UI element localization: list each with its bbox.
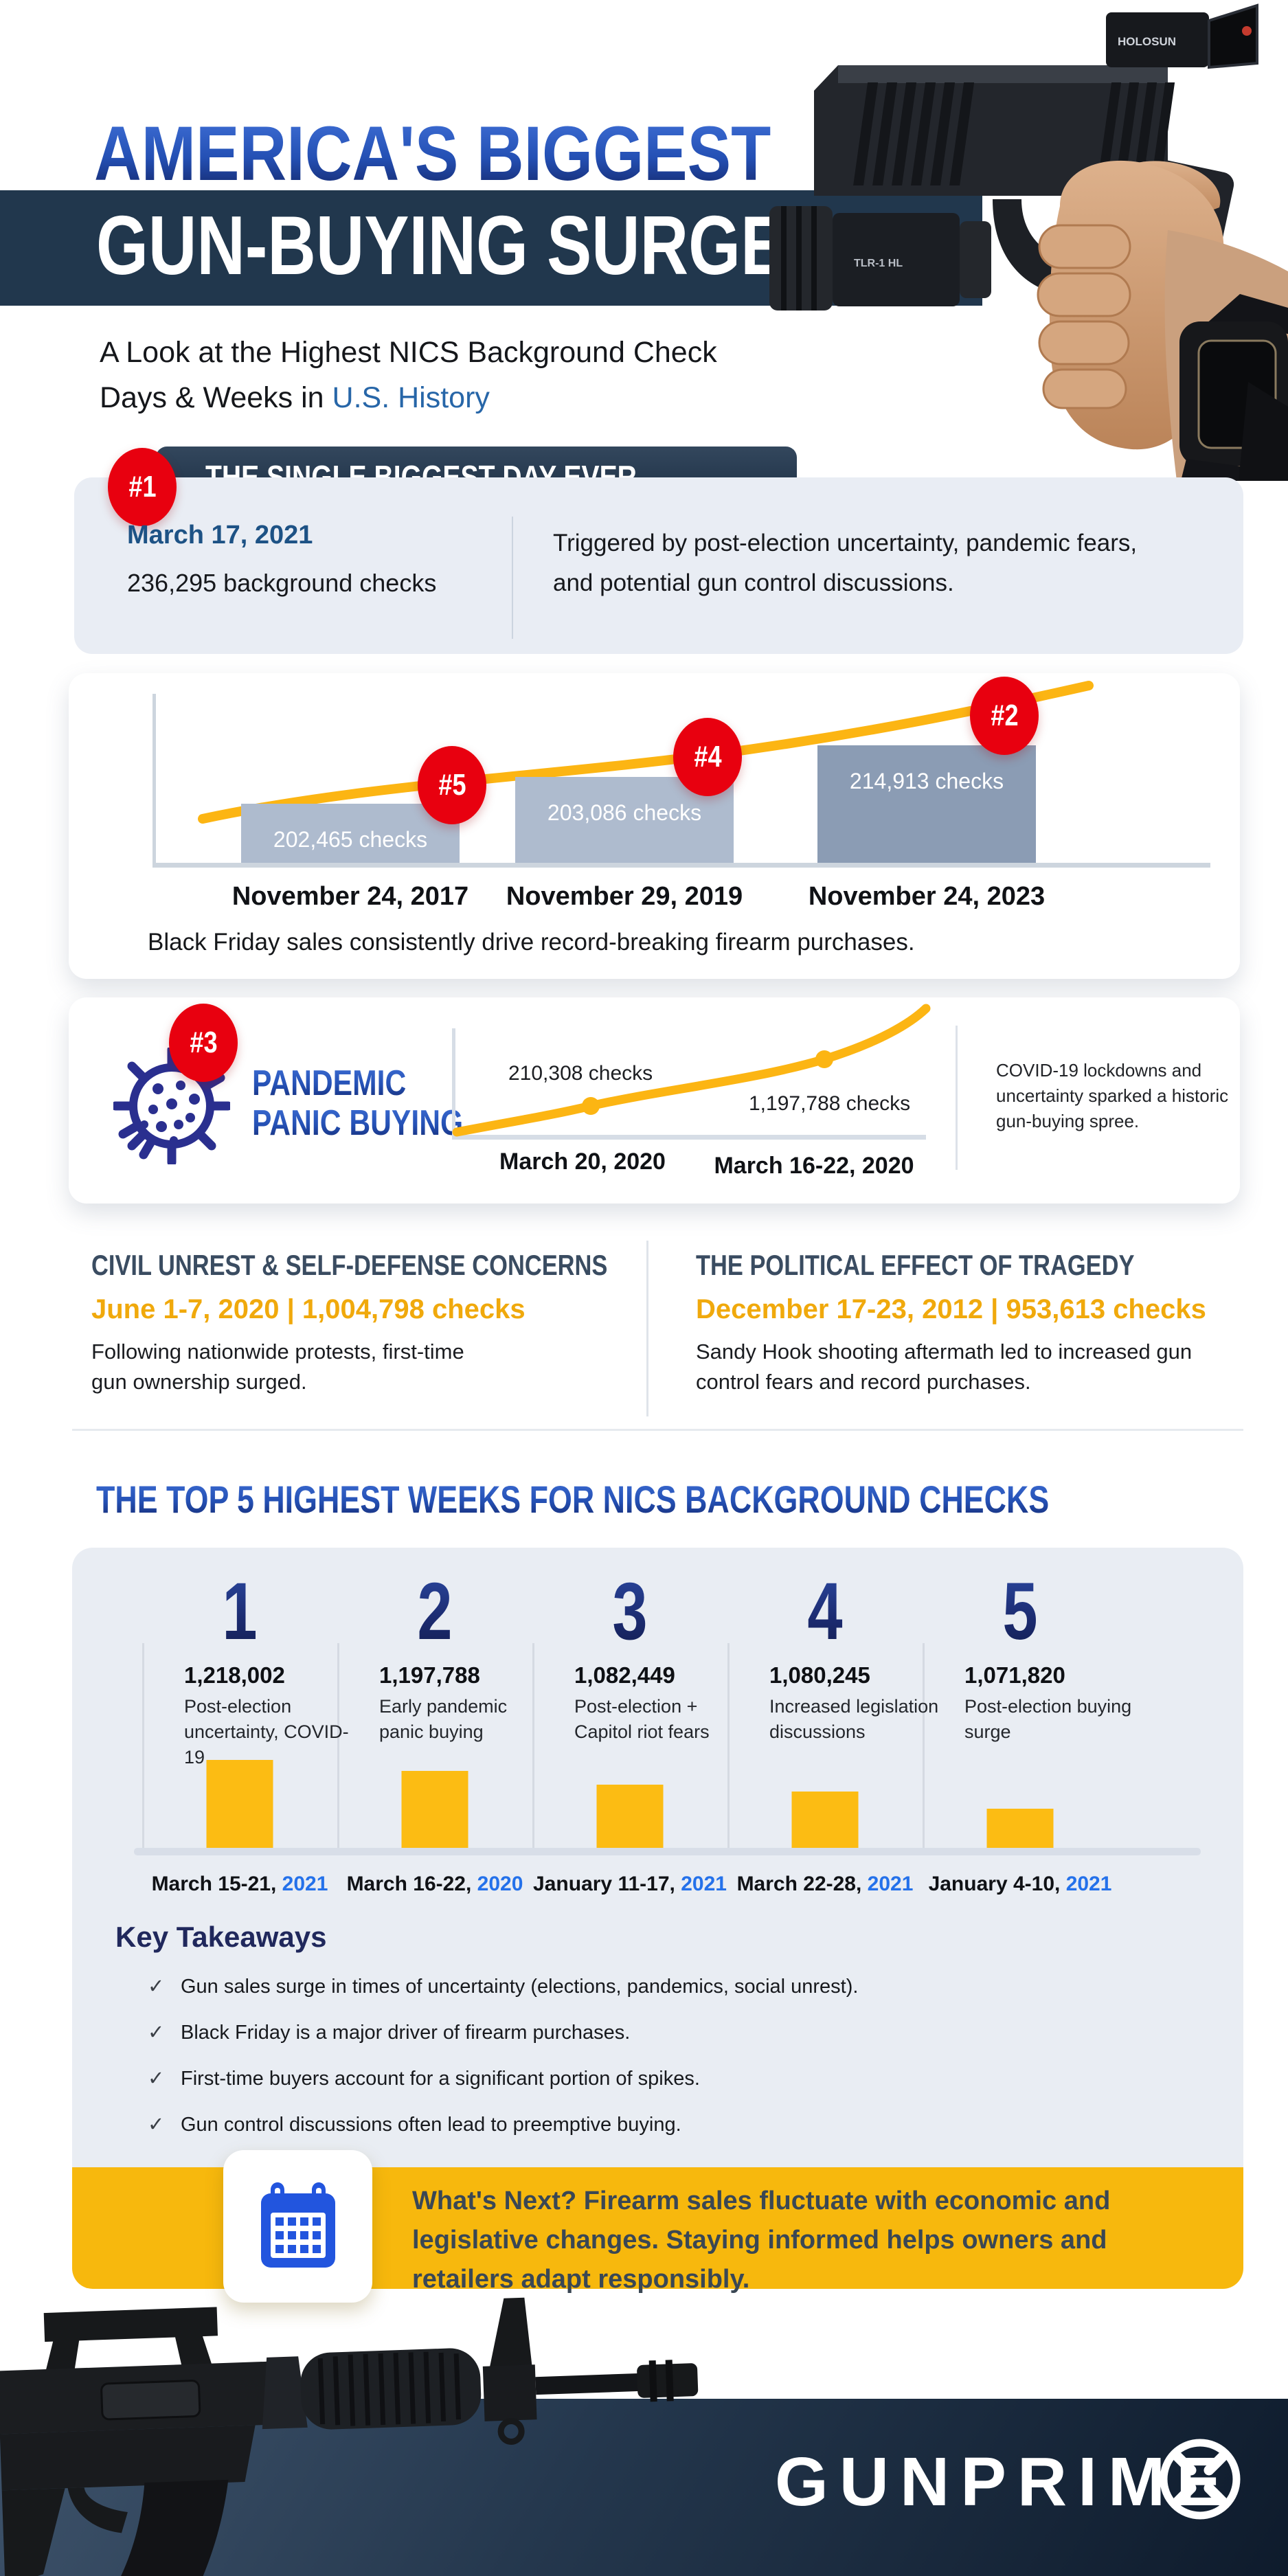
section1-date: March 17, 2021 (127, 521, 313, 550)
pistol-photo: HOLOSUN TLR-1 HL (769, 3, 1288, 481)
section1-card (74, 477, 1243, 654)
top5-grid-line (727, 1643, 730, 1853)
subtitle-text: A Look at the Highest NICS Background Ch… (100, 336, 717, 414)
rank-badge-2: #2 (970, 677, 1039, 755)
pandemic-point2-label: 1,197,788 checks (749, 1092, 911, 1115)
check-icon: ✓ (148, 2114, 165, 2136)
hand-fingers (1037, 224, 1131, 409)
column-divider (646, 1241, 648, 1416)
section-hairline (72, 1429, 1243, 1431)
top5-date-3: January 11-17, 2021 (533, 1873, 727, 1895)
top5-grid-line (142, 1643, 144, 1853)
pandemic-point1-date: March 20, 2020 (499, 1149, 666, 1175)
black-friday-y-axis (152, 694, 156, 867)
black-friday-bar-2019: 203,086 checks (515, 777, 734, 864)
check-icon: ✓ (148, 2068, 165, 2090)
calendar-card (223, 2150, 372, 2303)
civil-unrest-stat: June 1-7, 2020 | 1,004,798 checks (91, 1294, 526, 1324)
pandemic-point-2 (815, 1050, 833, 1068)
black-friday-bar-2017: 202,465 checks (241, 804, 460, 864)
key-takeaways-heading: Key Takeaways (115, 1921, 327, 1953)
black-friday-date-2017: November 24, 2017 (231, 882, 469, 911)
check-icon: ✓ (148, 1976, 165, 1998)
top5-stats-5: 1,071,820 Post-election buying surge (964, 1662, 1132, 1742)
red-dot-optic: HOLOSUN (1106, 3, 1258, 69)
rank-badge-4: #4 (673, 718, 742, 796)
top5-heading: THE TOP 5 HIGHEST WEEKS FOR NICS BACKGRO… (96, 1478, 1050, 1521)
black-friday-bar-2023: 214,913 checks (817, 745, 1036, 864)
tragedy-body: Sandy Hook shooting aftermath led to inc… (696, 1340, 1193, 1394)
takeaway-item: ✓ Gun sales surge in times of uncertainty… (148, 1976, 859, 1998)
top5-rank-5: 5 (1002, 1566, 1038, 1657)
top5-baseline (134, 1848, 1201, 1855)
pandemic-note: COVID-19 lockdowns and uncertainty spark… (996, 1060, 1229, 1131)
top5-bar-4 (791, 1792, 859, 1848)
top5-bar-3 (596, 1785, 664, 1848)
rank-badge-5: #5 (418, 746, 486, 824)
takeaway-item: ✓ Black Friday is a major driver of firea… (148, 2022, 631, 2044)
page-title-line2: GUN-BUYING SURGES (96, 199, 831, 292)
top5-stats-2: 1,197,788 Early pandemic panic buying (379, 1662, 508, 1742)
top5-date-4: March 22-28, 2021 (736, 1873, 914, 1895)
slide-serrations-rear (1097, 82, 1175, 185)
tragedy-stat: December 17-23, 2012 | 953,613 checks (696, 1294, 1206, 1324)
top5-date-2: March 16-22, 2020 (346, 1873, 523, 1895)
virus-icon (113, 1048, 230, 1164)
section1-stat: 236,295 background checks (127, 569, 437, 597)
page-title-line1: AMERICA'S BIGGEST (94, 111, 771, 196)
civil-unrest-body: Following nationwide protests, first-tim… (91, 1340, 464, 1394)
top5-bar-1 (206, 1760, 273, 1848)
top5-grid-line (337, 1643, 339, 1853)
black-friday-date-2023: November 24, 2023 (808, 882, 1046, 911)
top5-stats-4: 1,080,245 Increased legislation discussio… (769, 1662, 939, 1742)
top5-rank-3: 3 (612, 1566, 648, 1657)
brand-wordmark: GUNPRIME (775, 2443, 1233, 2520)
takeaway-item: ✓ First-time buyers account for a signifi… (148, 2068, 700, 2090)
takeaway-item: ✓ Gun control discussions often lead to p… (148, 2114, 681, 2136)
section1-description: Triggered by post-election uncertainty, … (553, 530, 1138, 596)
svg-text:TLR-1 HL: TLR-1 HL (854, 258, 903, 269)
top5-date-1: March 15-21, 2021 (151, 1873, 328, 1895)
black-friday-date-2019: November 29, 2019 (506, 882, 743, 911)
section1-divider (512, 517, 513, 639)
pandemic-point1-label: 210,308 checks (508, 1062, 653, 1085)
rifle-photo (0, 2297, 699, 2576)
pandemic-card (69, 997, 1240, 1204)
civil-unrest-heading: CIVIL UNREST & SELF-DEFENSE CONCERNS (91, 1249, 608, 1281)
top5-grid-line (532, 1643, 534, 1853)
pandemic-divider (956, 1026, 958, 1170)
brand-logo-icon (1160, 2439, 1241, 2520)
rank-badge-3: #3 (169, 1004, 238, 1082)
pandemic-line-chart (452, 1004, 931, 1140)
top5-bar-5 (986, 1809, 1054, 1848)
top5-stats-3: 1,082,449 Post-election + Capitol riot fe… (574, 1662, 710, 1742)
check-icon: ✓ (148, 2022, 165, 2044)
weapon-light: TLR-1 HL (769, 206, 991, 310)
tragedy-heading: THE POLITICAL EFFECT OF TRAGEDY (696, 1249, 1135, 1281)
top5-bar-2 (401, 1771, 468, 1848)
black-friday-caption: Black Friday sales consistently drive re… (148, 929, 915, 956)
top5-stats-1: 1,218,002 Post-election uncertainty, COVI… (184, 1662, 349, 1767)
top5-grid-line (923, 1643, 925, 1853)
subtitle-highlight: U.S. History (332, 381, 490, 414)
top5-date-5: January 4-10, 2021 (928, 1873, 1112, 1895)
top5-rank-2: 2 (417, 1566, 453, 1657)
top5-rank-1: 1 (222, 1566, 258, 1657)
top5-panel (72, 1548, 1243, 2167)
svg-text:HOLOSUN: HOLOSUN (1118, 35, 1176, 48)
calendar-icon (260, 2182, 335, 2268)
sleeve (1239, 382, 1288, 481)
rank-badge-1: #1 (108, 448, 177, 526)
pandemic-title: PANDEMIC PANIC BUYING (252, 1063, 464, 1143)
top5-rank-4: 4 (807, 1566, 843, 1657)
black-friday-x-axis (152, 863, 1210, 868)
whats-next-text: What's Next? Firearm sales fluctuate wit… (412, 2187, 1111, 2294)
pandemic-point2-date: March 16-22, 2020 (714, 1153, 914, 1179)
subtitle: A Look at the Highest NICS Background Ch… (100, 330, 773, 420)
pandemic-point-1 (582, 1097, 600, 1115)
slide-serrations-front (853, 82, 975, 185)
